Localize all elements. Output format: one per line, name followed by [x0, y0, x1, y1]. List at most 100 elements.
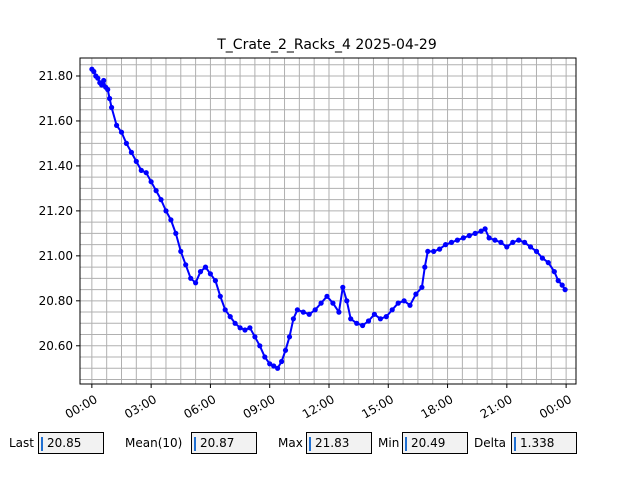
- data-point: [275, 365, 281, 371]
- data-point: [460, 235, 466, 241]
- data-point: [522, 239, 528, 245]
- data-point: [330, 300, 336, 306]
- data-point: [294, 307, 300, 313]
- data-point: [91, 68, 97, 75]
- data-point: [454, 237, 460, 243]
- chart-title: T_Crate_2_Racks_4 2025-04-29: [216, 37, 437, 53]
- x-tick-label: 18:00: [418, 392, 455, 421]
- data-point: [545, 260, 551, 266]
- temperature-chart: T_Crate_2_Racks_4 2025-04-29 00:00 03:00 0…: [39, 37, 577, 422]
- data-point: [123, 140, 129, 146]
- text-cursor: [309, 437, 311, 451]
- mean-label: Mean(10): [125, 436, 183, 450]
- data-point: [197, 269, 204, 275]
- data-point: [257, 343, 263, 349]
- data-point: [510, 239, 516, 245]
- data-point: [202, 264, 209, 270]
- data-point: [551, 269, 557, 275]
- data-point: [425, 248, 431, 254]
- plot-frame: [79, 57, 577, 385]
- data-point: [466, 233, 472, 239]
- data-point: [377, 316, 383, 322]
- series-layer: [89, 66, 568, 371]
- min-value-field[interactable]: 20.49: [402, 432, 468, 454]
- data-point: [173, 230, 179, 236]
- data-point: [555, 278, 561, 284]
- data-point: [290, 316, 296, 322]
- data-point: [107, 95, 113, 102]
- data-point: [365, 318, 372, 324]
- data-point: [227, 314, 233, 320]
- data-point: [217, 293, 223, 299]
- data-point: [492, 237, 498, 243]
- data-point: [486, 235, 492, 241]
- data-point: [371, 311, 377, 317]
- data-point: [401, 298, 407, 304]
- delta-label: Delta: [474, 436, 507, 450]
- data-point: [419, 284, 425, 290]
- text-cursor: [194, 437, 196, 451]
- data-point: [252, 334, 258, 340]
- last-value-field[interactable]: 20.85: [38, 432, 104, 454]
- data-point: [222, 307, 228, 313]
- data-point: [163, 208, 169, 214]
- mean-value: 20.87: [200, 436, 235, 450]
- x-tick-label: 03:00: [122, 392, 159, 421]
- data-point: [383, 314, 389, 320]
- data-point: [247, 325, 253, 331]
- data-point: [559, 282, 565, 288]
- grid-layer: [80, 58, 576, 384]
- max-value: 21.83: [315, 436, 350, 450]
- data-point: [114, 122, 120, 128]
- data-point: [143, 170, 149, 176]
- data-point: [482, 226, 488, 232]
- y-tick-label: 20.60: [39, 339, 73, 353]
- max-label: Max: [278, 436, 303, 450]
- delta-value-field[interactable]: 1.338: [511, 432, 577, 454]
- data-point: [437, 246, 443, 252]
- data-point: [212, 278, 218, 284]
- x-tick-label: 09:00: [241, 392, 278, 421]
- data-point: [413, 291, 419, 297]
- data-point: [138, 167, 144, 173]
- data-point: [340, 284, 346, 290]
- data-point: [324, 293, 330, 299]
- last-value: 20.85: [47, 436, 82, 450]
- y-tick-label: 21.00: [39, 249, 73, 263]
- data-point: [443, 242, 449, 248]
- data-point: [407, 302, 413, 308]
- data-point: [336, 309, 342, 315]
- text-cursor: [405, 437, 407, 451]
- x-tick-label: 12:00: [300, 392, 337, 421]
- data-point: [267, 361, 273, 367]
- data-point: [395, 300, 401, 306]
- text-cursor: [514, 437, 516, 451]
- data-point: [300, 309, 306, 315]
- y-tick-label: 21.20: [39, 204, 73, 218]
- data-point: [312, 307, 318, 313]
- data-point: [286, 334, 293, 340]
- data-point: [188, 275, 194, 281]
- data-point: [183, 262, 189, 268]
- data-point: [262, 354, 268, 360]
- data-point: [472, 230, 478, 236]
- text-cursor: [41, 437, 43, 451]
- data-point: [178, 248, 184, 254]
- data-point: [478, 228, 484, 234]
- data-point: [193, 280, 199, 286]
- delta-value: 1.338: [520, 436, 555, 450]
- max-value-field[interactable]: 21.83: [306, 432, 372, 454]
- data-point: [516, 237, 522, 243]
- data-point: [282, 347, 289, 353]
- data-point: [389, 307, 395, 313]
- data-point: [527, 244, 534, 250]
- data-point: [242, 327, 248, 333]
- data-point: [168, 217, 174, 223]
- data-point: [533, 248, 540, 254]
- data-point: [109, 104, 115, 111]
- data-point: [360, 322, 366, 329]
- data-point: [539, 255, 546, 261]
- y-tick-label: 21.80: [39, 69, 73, 83]
- mean-value-field[interactable]: 20.87: [191, 432, 257, 454]
- data-point: [448, 239, 455, 245]
